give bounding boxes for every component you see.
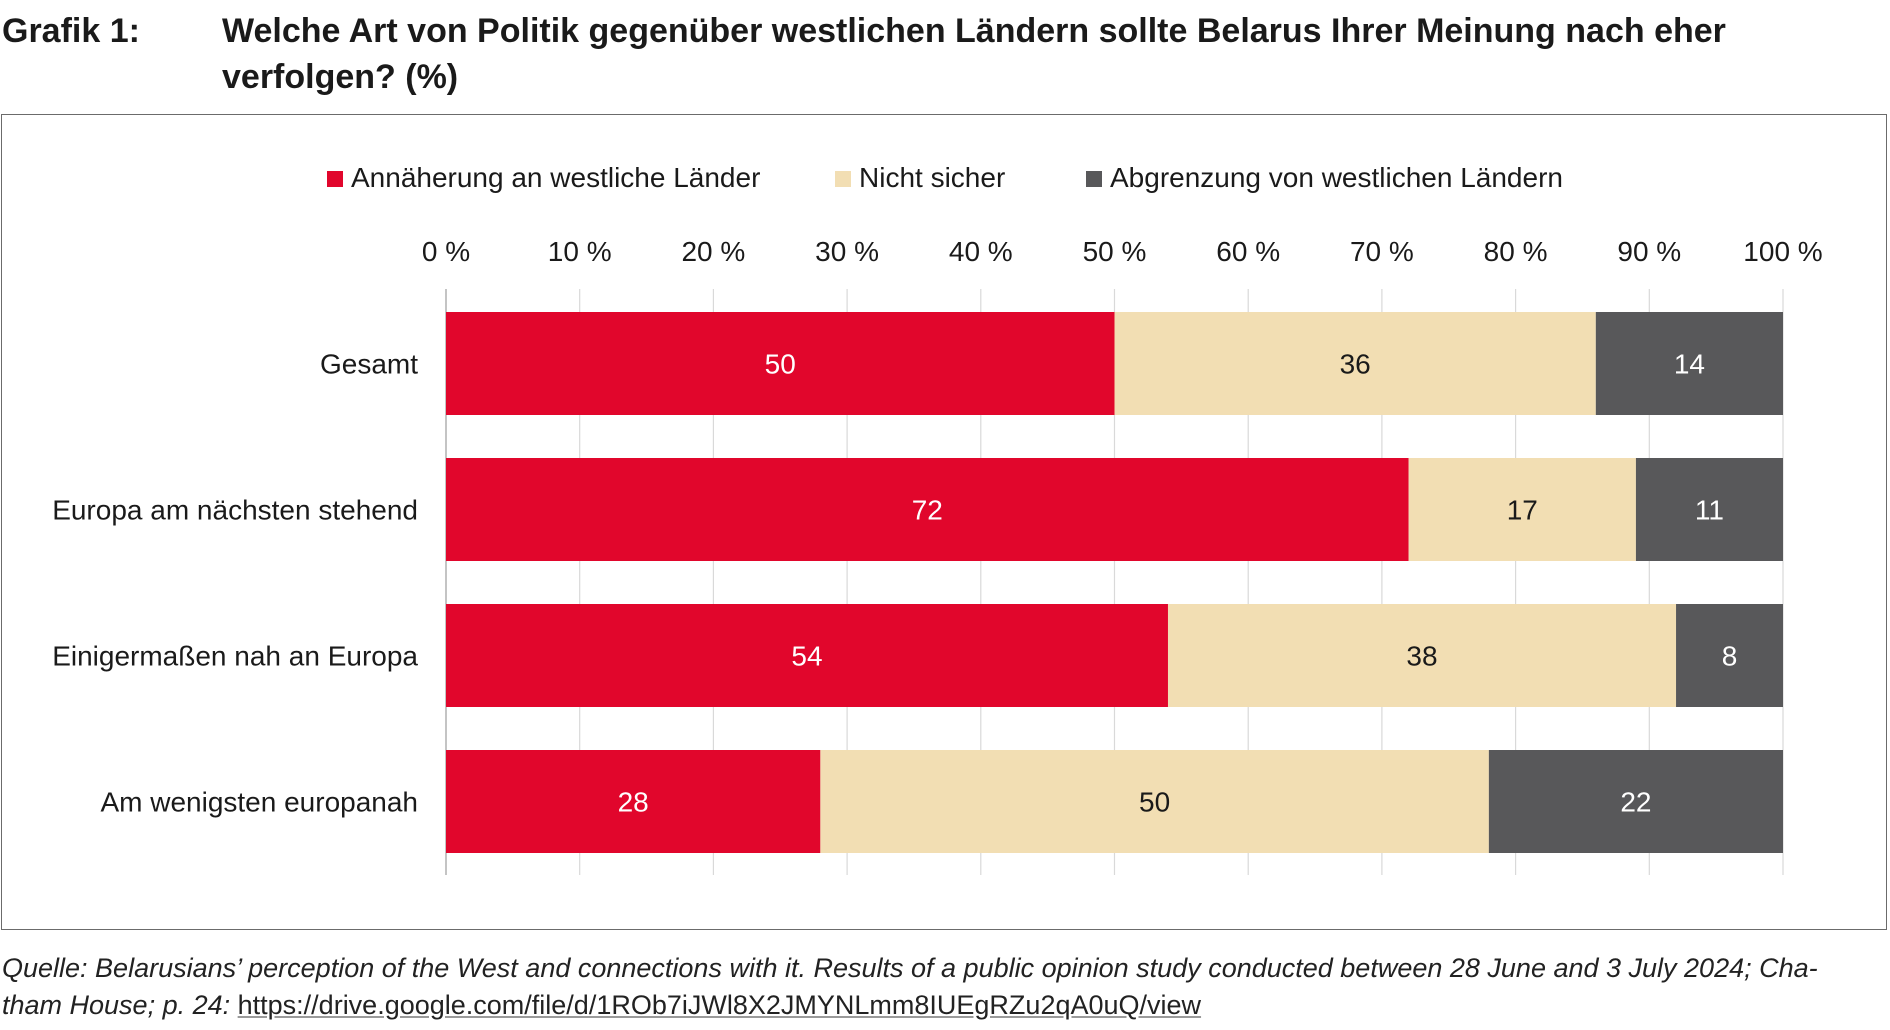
data-label-abgrenzung-von-westlichen-landern-europa-am-nachsten-stehend: 11: [1695, 495, 1724, 526]
data-label-abgrenzung-von-westlichen-landern-gesamt: 14: [1674, 349, 1705, 380]
x-tick-label-90: 90 %: [1617, 236, 1681, 267]
bar-annaherung-an-westliche-lander-einigermassen-nah-an-europa: [446, 604, 1168, 707]
bar-abgrenzung-von-westlichen-landern-europa-am-nachsten-stehend: [1635, 458, 1783, 561]
x-tick-label-50: 50 %: [1083, 236, 1147, 267]
category-label-europa-am-nachsten-stehend: Europa am nächsten stehend: [52, 495, 418, 526]
data-label-annaherung-an-westliche-lander-einigermassen-nah-an-europa: 54: [791, 641, 822, 672]
data-label-abgrenzung-von-westlichen-landern-einigermassen-nah-an-europa: 8: [1722, 641, 1738, 672]
x-tick-label-10: 10 %: [548, 236, 612, 267]
category-label-einigermassen-nah-an-europa: Einigermaßen nah an Europa: [52, 641, 418, 672]
data-label-abgrenzung-von-westlichen-landern-am-wenigsten-europanah: 22: [1620, 787, 1651, 818]
data-label-annaherung-an-westliche-lander-am-wenigsten-europanah: 28: [618, 787, 649, 818]
legend-label-annaherung-an-westliche-lander: Annäherung an westliche Länder: [351, 162, 760, 193]
bar-annaherung-an-westliche-lander-am-wenigsten-europanah: [446, 750, 821, 853]
x-tick-label-20: 20 %: [681, 236, 745, 267]
data-label-nicht-sicher-einigermassen-nah-an-europa: 38: [1406, 641, 1437, 672]
chart-frame: Annäherung an westliche Länder Nicht sich…: [1, 114, 1887, 930]
x-tick-label-0: 0 %: [422, 236, 470, 267]
stacked-bar-chart: Annäherung an westliche Länder Nicht sich…: [52, 162, 1823, 875]
data-label-nicht-sicher-europa-am-nachsten-stehend: 17: [1507, 495, 1538, 526]
legend-label-nicht-sicher: Nicht sicher: [859, 162, 1005, 193]
bar-nicht-sicher-einigermassen-nah-an-europa: [1167, 604, 1677, 707]
data-label-nicht-sicher-gesamt: 36: [1340, 349, 1371, 380]
legend-swatch-nicht-sicher: [835, 171, 851, 187]
source-text: Quelle: Belarusians’ perception of the W…: [2, 953, 1818, 983]
bar-abgrenzung-von-westlichen-landern-gesamt: [1595, 312, 1783, 415]
figure-label: Grafik 1:: [2, 12, 140, 50]
bar-nicht-sicher-am-wenigsten-europanah: [820, 750, 1489, 853]
legend-swatch-abgrenzung-von-westlichen-landern: [1086, 171, 1102, 187]
legend-label-abgrenzung-von-westlichen-landern: Abgrenzung von westlichen Ländern: [1110, 162, 1563, 193]
x-tick-label-100: 100 %: [1743, 236, 1822, 267]
legend-swatch-annaherung-an-westliche-lander: [327, 171, 343, 187]
source-text-continued: tham House; p. 24:: [2, 990, 238, 1020]
x-tick-label-70: 70 %: [1350, 236, 1414, 267]
bar-annaherung-an-westliche-lander-europa-am-nachsten-stehend: [446, 458, 1409, 561]
source-link[interactable]: https://drive.google.com/file/d/1ROb7iJW…: [237, 990, 1202, 1020]
data-label-annaherung-an-westliche-lander-gesamt: 50: [765, 349, 796, 380]
x-tick-label-30: 30 %: [815, 236, 879, 267]
bar-nicht-sicher-gesamt: [1114, 312, 1596, 415]
category-label-am-wenigsten-europanah: Am wenigsten europanah: [100, 787, 418, 818]
bar-nicht-sicher-europa-am-nachsten-stehend: [1408, 458, 1636, 561]
data-label-annaherung-an-westliche-lander-europa-am-nachsten-stehend: 72: [912, 495, 943, 526]
x-tick-label-40: 40 %: [949, 236, 1013, 267]
x-tick-label-80: 80 %: [1484, 236, 1548, 267]
category-label-gesamt: Gesamt: [320, 349, 418, 380]
data-label-nicht-sicher-am-wenigsten-europanah: 50: [1139, 787, 1170, 818]
bar-abgrenzung-von-westlichen-landern-einigermassen-nah-an-europa: [1676, 604, 1783, 707]
chart-title: Welche Art von Politik gegenüber westlic…: [222, 12, 1726, 96]
bar-abgrenzung-von-westlichen-landern-am-wenigsten-europanah: [1488, 750, 1783, 853]
source-note: Quelle: Belarusians’ perception of the W…: [2, 950, 1882, 1024]
x-tick-label-60: 60 %: [1216, 236, 1280, 267]
chart-header: Grafik 1: Welche Art von Politik gegenüb…: [0, 8, 1890, 108]
bar-annaherung-an-westliche-lander-gesamt: [446, 312, 1115, 415]
